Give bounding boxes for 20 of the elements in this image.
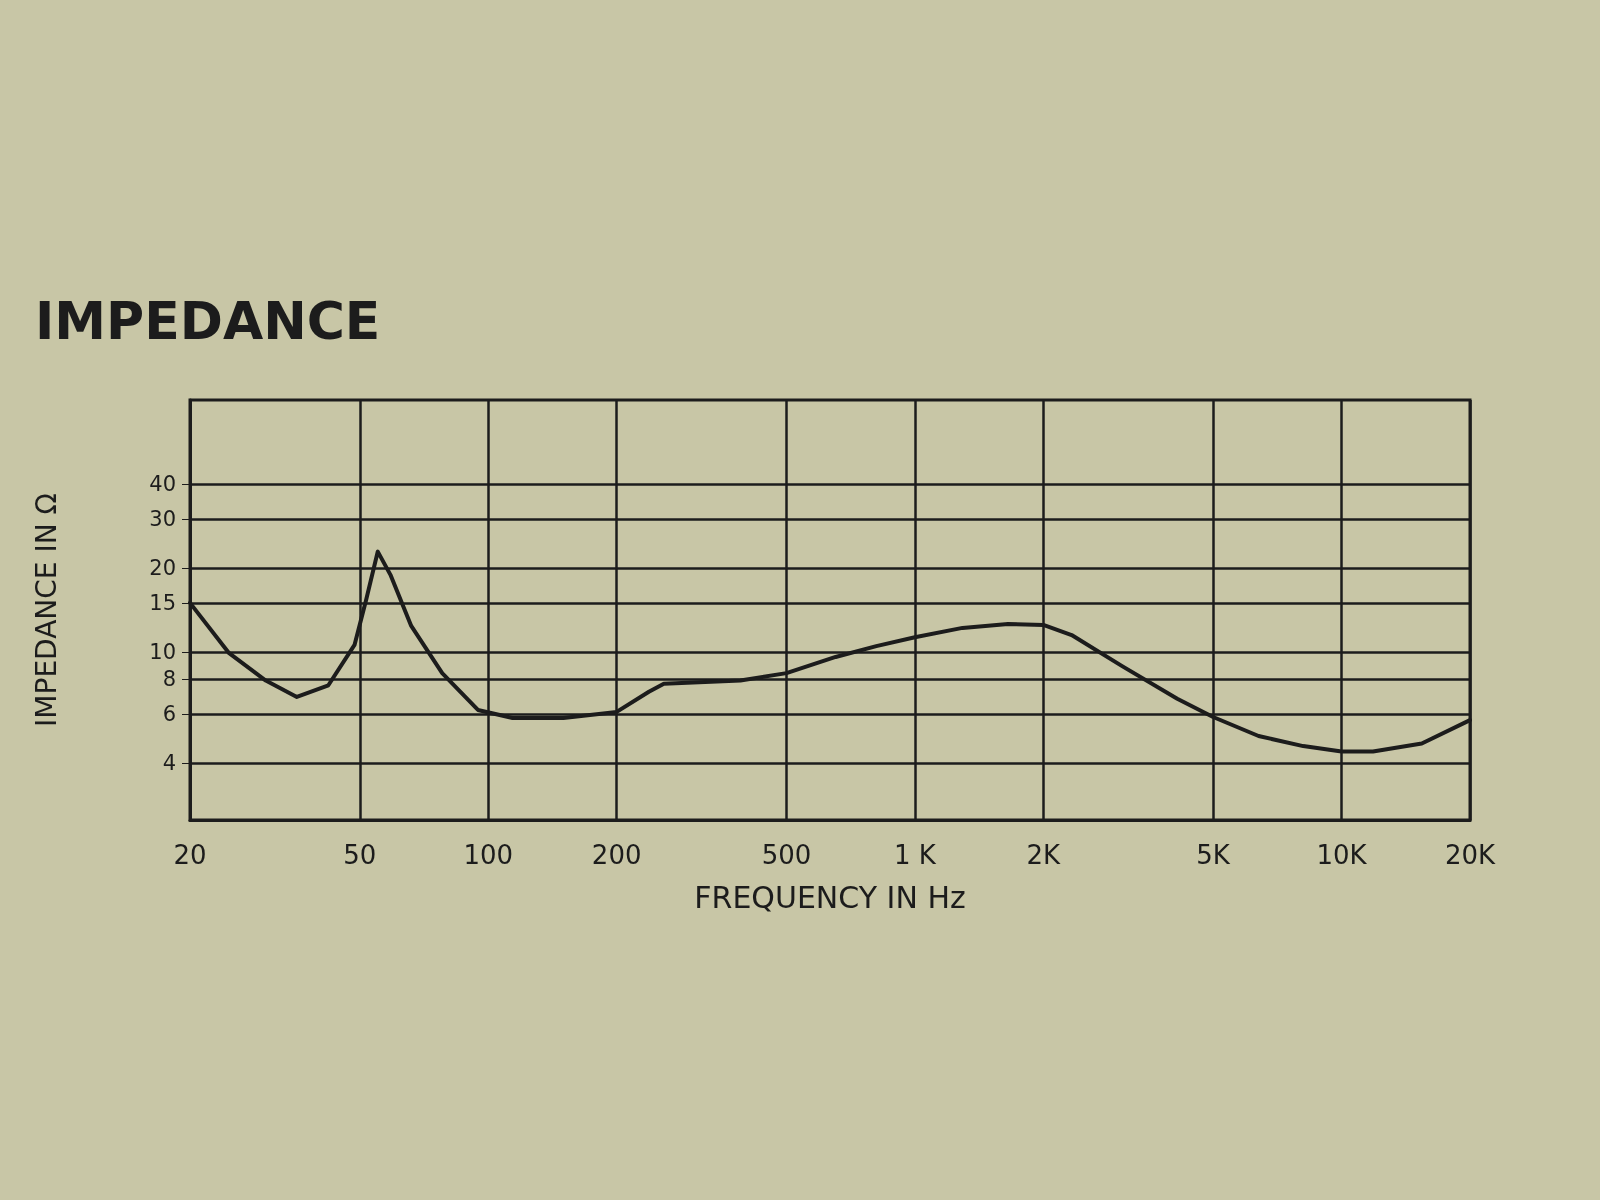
x-tick-label: 5K — [1196, 840, 1231, 870]
x-axis-title: FREQUENCY IN Hz — [694, 879, 966, 915]
y-tick-label: 4 — [162, 751, 176, 776]
y-tick-label: 30 — [149, 506, 176, 531]
y-tick-label: 10 — [149, 640, 176, 664]
x-tick-label: 20K — [1444, 840, 1497, 870]
x-tick-label: 10K — [1316, 840, 1368, 870]
y-tick-label: 15 — [149, 590, 176, 615]
y-tick-label: 8 — [162, 667, 176, 692]
x-tick-label: 50 — [343, 840, 377, 870]
y-tick-label: 6 — [162, 701, 176, 726]
x-tick-label: 100 — [463, 840, 514, 870]
x-tick-label: 200 — [591, 840, 642, 870]
y-axis-title: IMPEDANCE IN Ω — [29, 493, 63, 727]
x-tick-label: 1 K — [893, 840, 937, 870]
y-tick-label: 20 — [149, 556, 176, 580]
y-tick-label: 40 — [149, 472, 176, 496]
chart-title: IMPEDANCE — [35, 291, 381, 351]
x-tick-label: 500 — [761, 840, 812, 870]
x-tick-label: 2K — [1026, 840, 1062, 870]
